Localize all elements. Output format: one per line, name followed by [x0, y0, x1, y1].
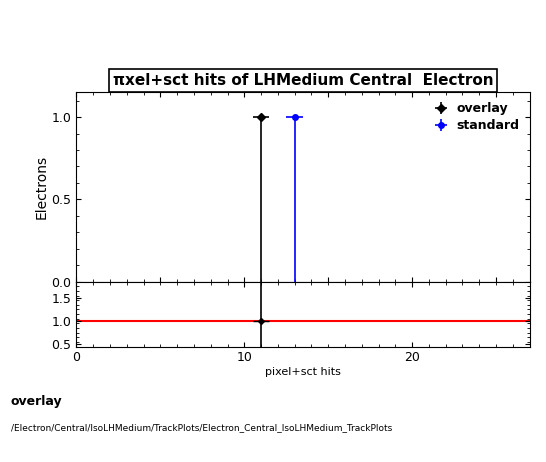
Legend: overlay, standard: overlay, standard	[428, 99, 524, 136]
Text: overlay: overlay	[11, 395, 63, 408]
X-axis label: pixel+sct hits: pixel+sct hits	[265, 367, 341, 377]
Text: /Electron/Central/IsoLHMedium/TrackPlots/Electron_Central_IsoLHMedium_TrackPlots: /Electron/Central/IsoLHMedium/TrackPlots…	[11, 423, 392, 432]
Text: πxel+sct hits of LHMedium Central  Electron: πxel+sct hits of LHMedium Central Electr…	[112, 73, 494, 88]
Y-axis label: Electrons: Electrons	[35, 155, 49, 219]
